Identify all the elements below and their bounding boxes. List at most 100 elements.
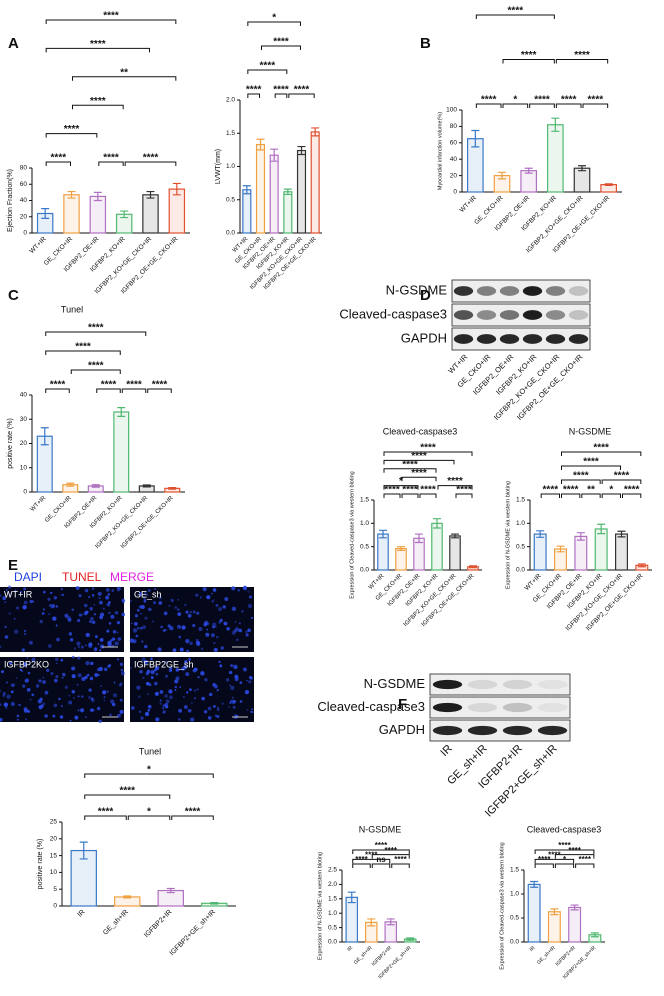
nucleus (206, 595, 211, 600)
nucleus (245, 630, 248, 633)
nucleus (114, 641, 119, 646)
nucleus (77, 619, 81, 623)
nucleus (204, 677, 208, 682)
bar (527, 883, 541, 943)
nucleus (103, 667, 108, 672)
nucleus (248, 595, 252, 599)
sig-label: **** (101, 380, 117, 391)
nucleus (218, 607, 223, 612)
nucleus (148, 607, 152, 612)
nucleus (234, 674, 239, 679)
sig-label: **** (51, 153, 67, 164)
sig-bracket (45, 350, 121, 355)
blot-row-label: Cleaved-caspase3 (339, 306, 447, 321)
nucleus (60, 705, 63, 707)
blot-band (499, 334, 520, 344)
x-tick-label: GE_sh+IR (102, 909, 130, 937)
sig-bracket (45, 47, 150, 53)
nucleus (120, 668, 123, 672)
blot-band (568, 286, 589, 296)
nucleus (170, 598, 174, 603)
y-tick-label: 80 (20, 165, 28, 172)
nucleus (112, 630, 117, 634)
y-tick-label: 1.0 (328, 910, 337, 917)
nucleus (216, 708, 220, 712)
nucleus (91, 587, 95, 590)
nucleus (200, 647, 204, 651)
x-tick-label: IGFBP2_KO+GE_CKO+IR (95, 495, 150, 550)
nucleus (217, 706, 219, 709)
y-tick-label: 1.0 (226, 163, 235, 170)
nucleus (96, 706, 101, 711)
nucleus (169, 667, 173, 670)
sig-label: **** (574, 50, 590, 61)
nucleus (213, 599, 215, 601)
sig-label: **** (624, 485, 640, 496)
nucleus (112, 702, 116, 707)
y-tick-label: 1.0 (360, 520, 369, 527)
bar (533, 533, 547, 571)
sig-bracket (475, 14, 555, 19)
nucleus (13, 617, 16, 620)
sig-bracket (575, 863, 595, 868)
nucleus (212, 682, 216, 687)
nucleus (183, 696, 185, 698)
nucleus (10, 702, 15, 706)
sig-label: **** (614, 471, 630, 482)
nucleus (154, 665, 160, 671)
stain-legend: TUNEL (62, 570, 102, 584)
blot-band (537, 679, 568, 690)
nucleus (85, 633, 89, 637)
y-tick-label: 0 (53, 903, 57, 910)
nucleus (6, 694, 11, 699)
nucleus (0, 703, 2, 706)
nucleus (84, 675, 88, 680)
bar (242, 189, 252, 234)
blot-band (432, 725, 463, 736)
nucleus (165, 674, 168, 678)
nucleus (236, 638, 239, 641)
nucleus (226, 627, 230, 631)
nucleus (106, 602, 111, 607)
blot-band (522, 286, 543, 296)
error-bar (367, 918, 376, 927)
nucleus (159, 702, 162, 705)
nucleus (185, 638, 190, 644)
sig-label: **** (411, 468, 427, 479)
nucleus (176, 624, 181, 629)
nucleus (177, 612, 182, 617)
bar (113, 411, 130, 493)
nucleus (186, 649, 189, 653)
nucleus (64, 613, 69, 618)
sig-label: * (563, 855, 567, 864)
bar (594, 528, 608, 571)
nucleus (233, 714, 236, 717)
nucleus (47, 644, 52, 648)
sig-bracket (70, 369, 121, 374)
nucleus (165, 629, 167, 631)
sig-bracket (554, 854, 595, 859)
nucleus (200, 671, 205, 676)
nucleus (237, 589, 240, 592)
sig-bracket (72, 104, 124, 110)
sig-label: * (272, 13, 276, 24)
chart-title: Cleaved-caspase3 (527, 824, 602, 834)
x-tick-label: IGFBP2_OE+GE_CKO+IR (552, 194, 612, 254)
nucleus (210, 592, 213, 595)
nucleus (81, 695, 84, 698)
nucleus (146, 669, 151, 674)
nucleus (246, 709, 249, 711)
nucleus (201, 696, 205, 701)
nucleus (91, 620, 96, 625)
nucleus (175, 676, 180, 681)
nucleus (71, 655, 75, 659)
nucleus (174, 685, 177, 689)
sig-label: **** (588, 95, 604, 106)
y-tick-label: 30 (20, 416, 28, 423)
nucleus (9, 593, 11, 595)
nucleus (191, 702, 193, 704)
nucleus (174, 606, 178, 609)
x-tick-label: WT+IR (523, 572, 543, 592)
sig-bracket (529, 103, 555, 108)
nucleus (141, 640, 144, 643)
